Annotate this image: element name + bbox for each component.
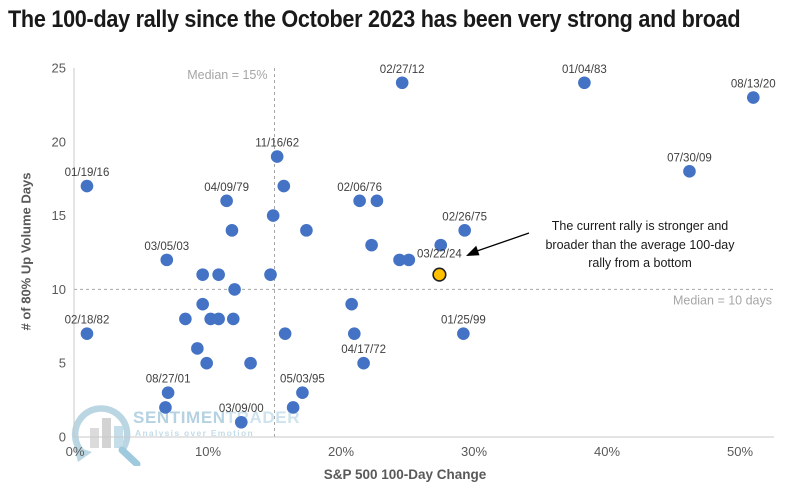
x-tick-label: 50% xyxy=(727,444,753,459)
data-point xyxy=(434,238,448,252)
y-tick-label: 5 xyxy=(59,356,66,371)
x-tick-label: 40% xyxy=(594,444,620,459)
data-point xyxy=(159,401,172,414)
data-point xyxy=(191,342,204,355)
data-point xyxy=(225,224,239,237)
annotation-text: The current rally is stronger and broade… xyxy=(517,217,763,273)
data-point xyxy=(278,327,292,340)
watermark-tagline: Analysis over Emotion xyxy=(135,428,254,438)
point-label: 01/19/16 xyxy=(65,167,110,179)
data-point xyxy=(244,356,257,370)
data-point xyxy=(578,76,591,90)
highlighted-data-point xyxy=(432,267,447,282)
data-point xyxy=(747,91,760,104)
y-tick-label: 20 xyxy=(52,134,66,149)
point-label: 08/13/20 xyxy=(731,79,776,91)
data-point xyxy=(270,150,284,163)
data-point xyxy=(402,253,416,267)
point-label: 04/09/79 xyxy=(204,182,249,194)
data-point xyxy=(264,268,277,281)
annotation-line: rally from a bottom xyxy=(588,256,692,270)
data-point xyxy=(196,297,209,311)
y-tick-label: 25 xyxy=(52,61,66,76)
y-tick-label: 10 xyxy=(52,282,66,297)
y-axis-title: # of 80% Up Volume Days xyxy=(18,172,34,331)
data-point xyxy=(393,253,406,267)
annotation-line: The current rally is stronger and xyxy=(551,219,729,233)
data-point xyxy=(277,179,291,193)
data-point xyxy=(200,356,213,370)
point-label: 03/05/03 xyxy=(144,241,189,253)
x-axis-title: S&P 500 100-Day Change xyxy=(323,467,487,482)
data-point xyxy=(234,415,248,429)
data-point xyxy=(365,238,378,252)
point-label: 02/27/12 xyxy=(380,64,425,76)
y-tick-label: 15 xyxy=(52,208,66,223)
point-label: 11/16/62 xyxy=(255,138,299,150)
x-tick-label: 10% xyxy=(195,444,221,459)
point-label: 03/09/00 xyxy=(219,403,264,415)
point-label: 03/22/24 xyxy=(417,249,462,261)
data-point xyxy=(370,194,384,208)
point-label: 02/26/75 xyxy=(442,211,487,223)
data-point xyxy=(212,312,225,326)
data-point xyxy=(296,386,309,400)
annotation-arrow xyxy=(476,232,530,252)
data-point xyxy=(80,327,94,340)
watermark-name-primary: SENTIMEN xyxy=(133,408,226,427)
data-point xyxy=(345,297,358,311)
data-point xyxy=(457,327,470,340)
point-label: 04/17/72 xyxy=(341,344,386,356)
chart-title: The 100-day rally since the October 2023… xyxy=(8,6,741,33)
data-point xyxy=(160,253,174,267)
x-tick-label: 30% xyxy=(461,444,487,459)
data-point xyxy=(395,76,409,90)
data-point xyxy=(161,386,175,400)
data-point xyxy=(458,224,471,237)
data-point xyxy=(80,179,94,193)
data-point xyxy=(226,312,240,326)
x-tick-label: 0% xyxy=(66,444,85,459)
data-point xyxy=(353,194,366,208)
point-label: 02/18/82 xyxy=(65,315,110,327)
y-tick-label: 0 xyxy=(59,430,66,445)
annotation-line: broader than the average 100-day xyxy=(545,237,735,252)
x-tick-label: 20% xyxy=(328,444,354,459)
annotation-arrowhead-icon xyxy=(466,245,480,256)
data-point xyxy=(220,194,233,208)
data-point xyxy=(683,165,696,178)
point-label: 05/03/95 xyxy=(280,374,325,386)
data-point xyxy=(196,268,209,281)
data-point xyxy=(212,268,225,281)
point-label: 01/04/83 xyxy=(562,64,607,76)
point-label: 07/30/09 xyxy=(667,152,712,164)
point-label: 01/25/99 xyxy=(441,315,486,327)
data-point xyxy=(179,312,192,326)
median-y-label: Median = 10 days xyxy=(673,293,772,307)
median-x-label: Median = 15% xyxy=(187,68,267,82)
data-point xyxy=(348,327,361,340)
point-label: 08/27/01 xyxy=(146,374,191,386)
data-point xyxy=(228,283,241,296)
data-point xyxy=(300,224,313,237)
data-point xyxy=(266,209,280,222)
data-point xyxy=(357,356,370,370)
point-label: 02/06/76 xyxy=(337,182,382,194)
data-point xyxy=(286,401,300,414)
